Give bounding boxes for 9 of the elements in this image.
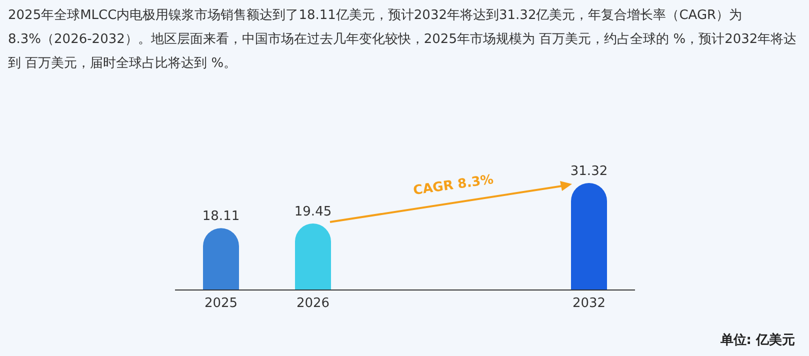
data-label: 31.32 xyxy=(570,164,608,179)
x-tick-label: 2025 xyxy=(204,296,238,312)
x-tick-label: 2026 xyxy=(296,296,330,312)
annotation: CAGR 8.3% xyxy=(412,172,495,199)
chart-title: 2025年全球MLCC内电极用镍浆市场销售额达到了18.11亿美元，预计2032年将达到31.32亿美元，年复合增长率（CAGR）为8.3%（2026-2032）。地区层面来看，中国市场在过去几年变化较快，2025年市场规模为 百万美元，约占全球的 %，预计2032年将达到 百万美元，届时全球占比将达到 %。 xyxy=(8,7,798,73)
x-tick-label: 2032 xyxy=(572,296,606,312)
data-label: 19.45 xyxy=(294,204,332,220)
data-label: 18.11 xyxy=(202,209,240,224)
text: 单位: 亿美元 xyxy=(720,332,795,349)
